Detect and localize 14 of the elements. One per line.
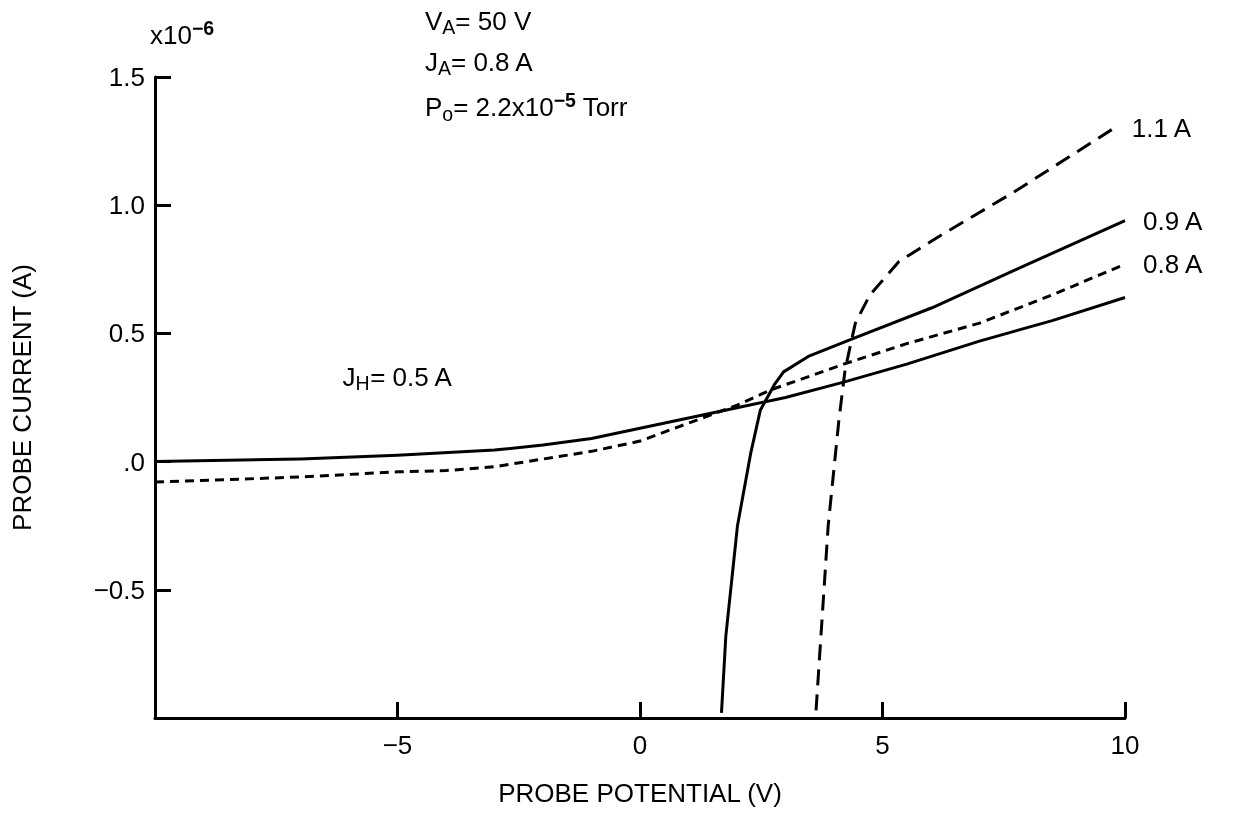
x-tick-label: 0 <box>632 730 648 760</box>
x-tick-label: 5 <box>875 730 890 760</box>
y-tick-label: .0 <box>123 446 145 477</box>
y-tick-label: 1.0 <box>108 190 145 221</box>
series-label: 0.9 A <box>1143 205 1203 236</box>
x-axis-title: PROBE POTENTIAL (V) <box>498 778 782 808</box>
x-tick-label: 10 <box>1110 730 1140 760</box>
y-tick-label: 1.5 <box>108 62 145 92</box>
y-tick-label: −0.5 <box>93 574 145 605</box>
series-label: 0.8 A <box>1143 249 1203 280</box>
x-tick-label: −5 <box>382 730 413 760</box>
y-axis-title: PROBE CURRENT (A) <box>7 264 37 531</box>
series-label: 1.1 A <box>1131 113 1192 144</box>
y-tick-label: 0.5 <box>108 318 145 349</box>
